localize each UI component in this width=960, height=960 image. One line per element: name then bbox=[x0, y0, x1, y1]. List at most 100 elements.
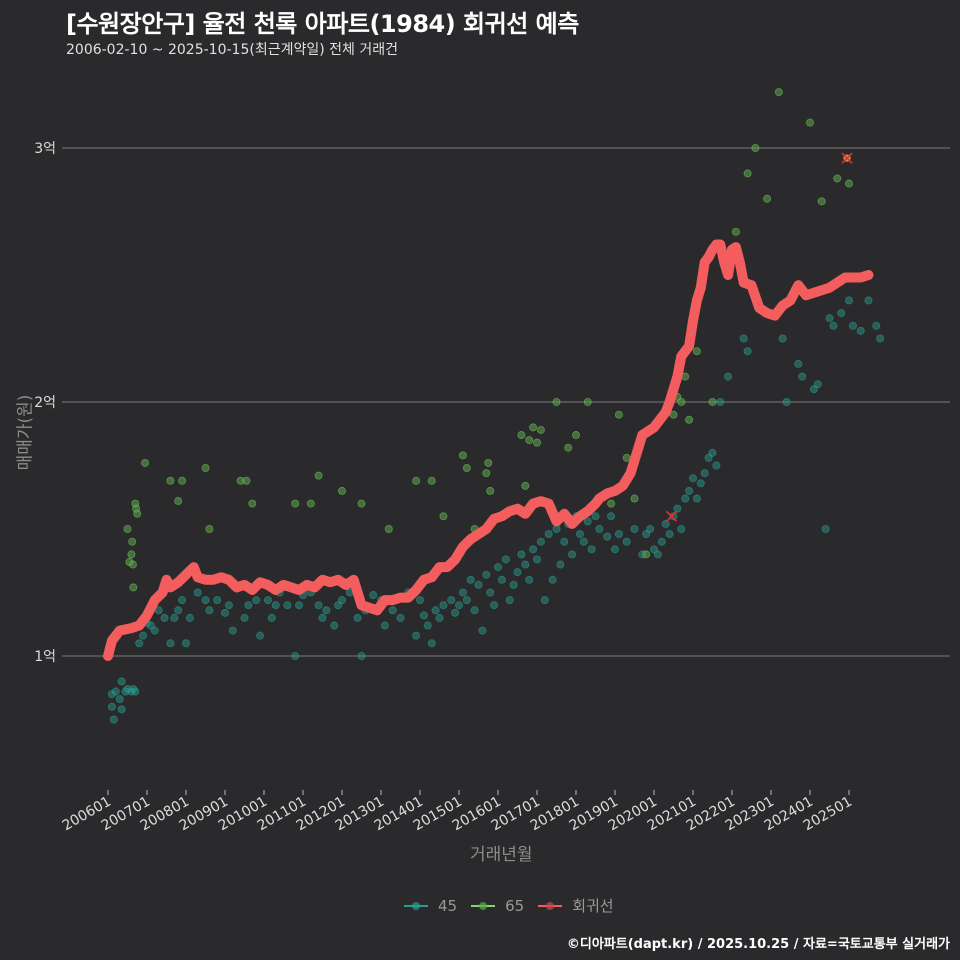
legend-label-45: 45 bbox=[438, 896, 458, 915]
y-axis-ticks: 1억 2억 3억 bbox=[34, 141, 56, 665]
data-point-65 bbox=[427, 476, 436, 485]
data-point-65 bbox=[607, 499, 616, 508]
data-point-45 bbox=[228, 626, 237, 635]
highlight-markers bbox=[665, 152, 853, 522]
data-point-65 bbox=[412, 476, 421, 485]
data-point-45 bbox=[673, 504, 682, 513]
data-point-45 bbox=[579, 537, 588, 546]
data-point-45 bbox=[470, 606, 479, 615]
data-point-45 bbox=[135, 639, 144, 648]
data-point-45 bbox=[451, 608, 460, 617]
legend-key-65-icon bbox=[471, 901, 496, 911]
data-point-65 bbox=[833, 174, 842, 183]
data-point-45 bbox=[412, 631, 421, 640]
data-point-45 bbox=[556, 560, 565, 569]
x-axis-ticks: 2006012007012008012009012010012011012012… bbox=[60, 790, 855, 834]
data-point-65 bbox=[536, 425, 545, 434]
data-point-65 bbox=[630, 494, 639, 503]
data-point-45 bbox=[213, 596, 222, 605]
data-point-45 bbox=[474, 580, 483, 589]
data-point-65 bbox=[337, 486, 346, 495]
highlight-x-icon bbox=[665, 510, 678, 522]
data-point-45 bbox=[291, 652, 300, 661]
data-point-45 bbox=[454, 601, 463, 610]
data-point-65 bbox=[552, 397, 561, 406]
data-point-45 bbox=[560, 537, 569, 546]
data-point-45 bbox=[798, 372, 807, 381]
y-tick-label: 1억 bbox=[34, 649, 56, 665]
data-point-45 bbox=[509, 580, 518, 589]
data-point-45 bbox=[423, 621, 432, 630]
legend-item-45[interactable]: 45 bbox=[404, 897, 457, 915]
data-point-65 bbox=[529, 423, 538, 432]
data-point-45 bbox=[267, 613, 276, 622]
data-point-45 bbox=[123, 685, 132, 694]
data-point-65 bbox=[123, 525, 132, 534]
data-point-45 bbox=[583, 517, 592, 526]
data-point-45 bbox=[611, 545, 620, 554]
data-point-65 bbox=[174, 497, 183, 506]
data-point-45 bbox=[131, 687, 140, 696]
data-point-65 bbox=[458, 451, 467, 460]
data-point-45 bbox=[240, 613, 249, 622]
data-point-45 bbox=[369, 591, 378, 600]
data-point-45 bbox=[591, 512, 600, 521]
data-point-45 bbox=[252, 596, 261, 605]
data-point-45 bbox=[677, 525, 686, 534]
data-point-65 bbox=[462, 464, 471, 473]
data-point-45 bbox=[657, 537, 666, 546]
data-point-45 bbox=[665, 530, 674, 539]
data-point-45 bbox=[778, 334, 787, 343]
data-point-65 bbox=[677, 397, 686, 406]
data-point-45 bbox=[517, 550, 526, 559]
data-point-45 bbox=[821, 525, 830, 534]
data-point-45 bbox=[181, 639, 190, 648]
data-point-65 bbox=[806, 118, 815, 127]
data-point-45 bbox=[150, 626, 159, 635]
data-point-45 bbox=[864, 296, 873, 305]
data-point-45 bbox=[646, 525, 655, 534]
data-point-45 bbox=[256, 631, 265, 640]
data-point-65 bbox=[384, 525, 393, 534]
data-point-45 bbox=[427, 639, 436, 648]
data-point-45 bbox=[439, 601, 448, 610]
data-point-45 bbox=[813, 380, 822, 389]
regression-path bbox=[103, 239, 874, 661]
legend-item-65[interactable]: 65 bbox=[471, 897, 524, 915]
x-axis-label: 거래년월 bbox=[470, 845, 533, 865]
data-point-65 bbox=[128, 560, 137, 569]
data-point-45 bbox=[505, 596, 514, 605]
data-point-45 bbox=[685, 486, 694, 495]
data-point-45 bbox=[174, 606, 183, 615]
data-point-45 bbox=[692, 494, 701, 503]
data-point-45 bbox=[607, 512, 616, 521]
data-point-45 bbox=[552, 525, 561, 534]
data-point-45 bbox=[244, 601, 253, 610]
data-point-45 bbox=[681, 494, 690, 503]
data-point-45 bbox=[493, 563, 502, 572]
data-point-65 bbox=[614, 410, 623, 419]
data-point-45 bbox=[501, 555, 510, 564]
data-point-45 bbox=[513, 568, 522, 577]
legend-item-regression[interactable]: 회귀선 bbox=[538, 895, 614, 916]
data-point-45 bbox=[739, 334, 748, 343]
data-point-45 bbox=[490, 601, 499, 610]
data-point-45 bbox=[263, 596, 272, 605]
data-point-65 bbox=[248, 499, 257, 508]
data-point-65 bbox=[533, 438, 542, 447]
data-point-65 bbox=[486, 486, 495, 495]
data-point-45 bbox=[872, 321, 881, 330]
data-point-65 bbox=[517, 431, 526, 440]
data-point-45 bbox=[388, 606, 397, 615]
data-point-65 bbox=[306, 499, 315, 508]
data-point-65 bbox=[583, 397, 592, 406]
gridlines bbox=[62, 147, 950, 657]
data-point-65 bbox=[763, 194, 772, 203]
data-point-45 bbox=[178, 596, 187, 605]
data-point-65 bbox=[484, 458, 493, 467]
y-tick-label: 3억 bbox=[34, 141, 56, 157]
highlight-x-icon bbox=[841, 152, 853, 164]
data-point-45 bbox=[669, 512, 678, 521]
data-point-45 bbox=[170, 613, 179, 622]
